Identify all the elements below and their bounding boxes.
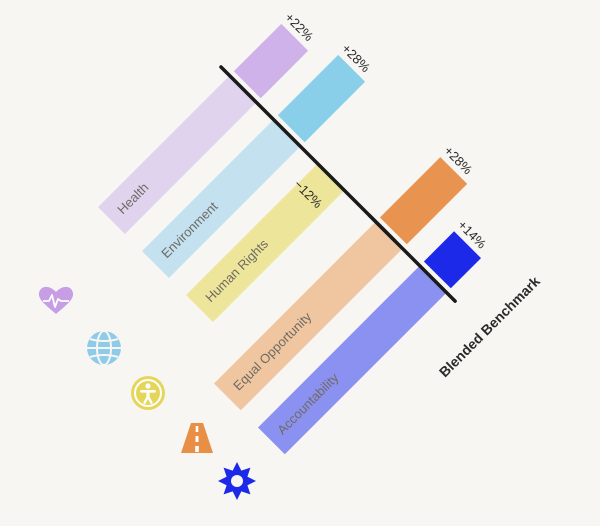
benchmark-line [219,65,397,243]
bar-environment [142,119,301,278]
accessibility-icon [130,375,166,411]
delta-bar-environment [277,54,366,143]
category-icons [38,285,256,500]
bar-health [98,75,257,234]
bar-equal-opportunity [214,221,403,411]
benchmark-line [367,213,457,303]
delta-bar-equal-opportunity [379,157,468,245]
delta-bar-accountability [423,231,481,289]
globe-icon [86,330,122,366]
sun-icon [218,462,256,500]
category-label: Equal Opportunity [230,309,315,394]
bar-human-rights [186,163,345,322]
benchmark-label: Blended Benchmark [436,273,543,380]
road-icon [181,423,213,453]
delta-bar-health [233,23,309,99]
heart-pulse-icon [38,285,74,315]
bar-accountability [258,265,447,455]
